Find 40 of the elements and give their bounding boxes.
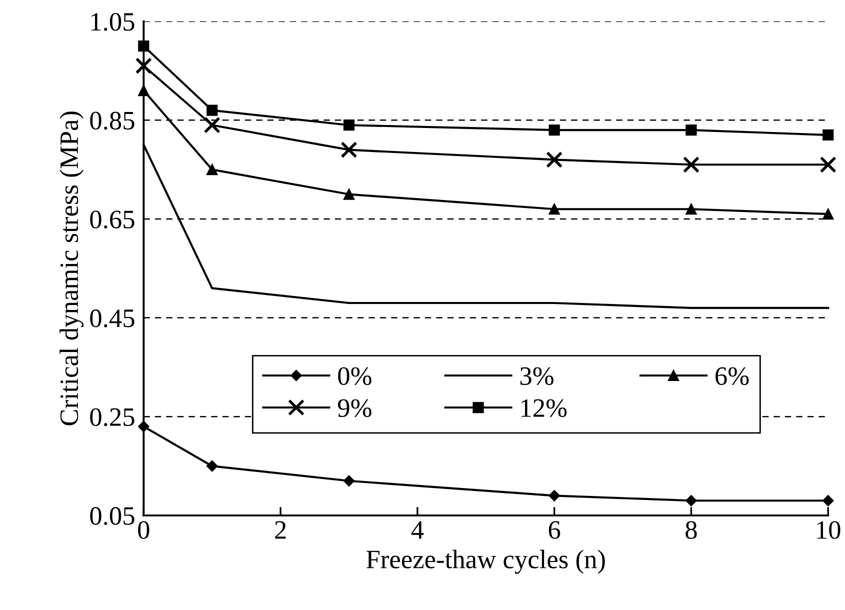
y-tick-label: 1.05 (91, 12, 134, 31)
point (204, 116, 220, 134)
point (548, 124, 560, 136)
x-tick-label: 4 (411, 521, 424, 539)
y-axis-title: Critical dynamic stress (MPa) (60, 112, 84, 426)
point (548, 490, 560, 502)
point (343, 188, 355, 200)
point (206, 104, 218, 116)
point (686, 495, 697, 506)
point (206, 164, 218, 176)
point (343, 475, 355, 486)
legend-label: 6% (716, 367, 749, 386)
y-tick-label: 0.65 (90, 210, 134, 229)
point (548, 204, 560, 215)
point (822, 129, 834, 141)
point (822, 208, 834, 220)
point (682, 156, 700, 173)
point (546, 151, 563, 168)
x-tick-label: 2 (275, 521, 286, 539)
point (822, 495, 834, 506)
y-tick-label: 0.45 (90, 309, 134, 328)
x-tick-label: 6 (548, 521, 560, 539)
y-tick-label: 0.05 (90, 507, 134, 525)
legend-label: 12% (521, 399, 567, 418)
legend-label: 9% (338, 399, 372, 418)
point (340, 141, 358, 158)
point (206, 460, 218, 472)
point (686, 124, 697, 136)
y-tick-label: 0.25 (90, 408, 134, 426)
point (820, 156, 836, 173)
point (135, 57, 152, 74)
legend-label: 3% (520, 367, 554, 386)
x-axis-title: Freeze-thaw cycles (n) (366, 550, 605, 574)
x-tick-label: 0 (138, 521, 150, 539)
x-tick-label: 8 (686, 521, 697, 539)
legend-label: 0% (338, 367, 372, 386)
x-tick-label: 10 (817, 521, 840, 539)
point (686, 204, 697, 215)
y-tick-label: 0.85 (90, 112, 134, 130)
point (343, 120, 355, 131)
